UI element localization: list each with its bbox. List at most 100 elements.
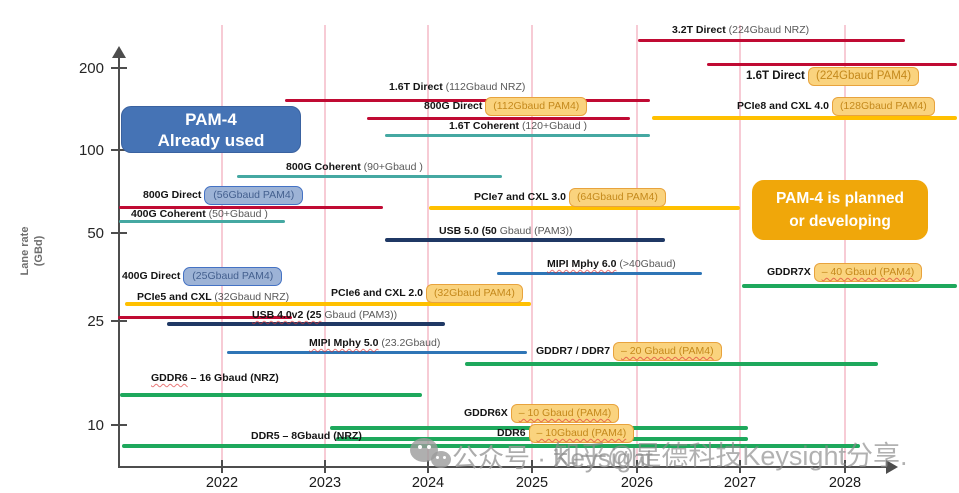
chart-line-pcie5-cxl-32-nrz — [125, 302, 420, 306]
label-text: PCIe6 and CXL 2.0 — [331, 287, 426, 299]
label-value-highlight: (56Gbaud PAM4) — [204, 186, 304, 205]
chart-line-mipi-mphy-6-0 — [497, 271, 702, 275]
line-label-gddr6x-10-pam4: GDDR6X – 10 Gbaud (PAM4) — [464, 404, 620, 423]
pam4-planned-line1: PAM-4 is planned — [775, 190, 905, 207]
label-value-highlight: – 20 Gbaud (PAM4) — [613, 342, 722, 361]
y-tick-label-10: 10 — [87, 417, 104, 434]
chart-line-3-2t-direct-224-nrz — [638, 38, 905, 42]
chart-line-800g-direct-56-pam4 — [119, 205, 383, 209]
label-text: DDR5 – 8Gbaud (NRZ) — [251, 430, 362, 442]
label-text: 800G Coherent — [286, 161, 364, 173]
label-text: DDR6 — [497, 427, 529, 439]
y-tick-label-50: 50 — [87, 225, 104, 242]
y-axis-title-line1: Lane rate — [19, 226, 31, 276]
chart-line-400g-direct-25-pam4 — [118, 315, 292, 319]
x-tick-label-2023: 2023 — [308, 475, 342, 491]
line-label-mipi-mphy-5-0: MIPI Mphy 5.0 (23.2Gbaud) — [309, 337, 440, 350]
pam4-already-used-line2: Already used — [157, 130, 265, 150]
label-text: Gbaud (PAM3)) — [321, 309, 398, 321]
label-value-highlight: (224Gbaud PAM4) — [808, 67, 920, 86]
line-label-usb-4-0v2-25-pam3: USB 4.0v2 (25 Gbaud (PAM3)) — [252, 309, 397, 322]
label-text: 1.6T Coherent — [449, 120, 522, 132]
line-label-3-2t-direct-224-nrz: 3.2T Direct (224Gbaud NRZ) — [672, 24, 809, 37]
x-tick-label-2026: 2026 — [620, 475, 654, 491]
label-value-highlight: (25Gbaud PAM4) — [183, 267, 283, 286]
label-value-highlight: (32Gbaud PAM4) — [425, 284, 523, 303]
chart-line-gddr7-ddr7-20-pam4 — [465, 362, 878, 366]
chart-line-pcie6-cxl2-32-pam4 — [322, 302, 531, 306]
line-label-800g-direct-112-pam4: 800G Direct (112Gbaud PAM4) — [424, 97, 588, 116]
x-tick-label-2025: 2025 — [515, 475, 549, 491]
chart-line-gddr6-16-nrz — [120, 393, 422, 397]
label-text: 400G Direct — [122, 270, 184, 282]
x-tick-2022 — [221, 460, 223, 473]
x-tick-label-2027: 2027 — [723, 475, 757, 491]
gridline-2027 — [739, 25, 741, 467]
label-text: 400G Coherent — [131, 208, 209, 220]
x-tick-2024 — [427, 460, 429, 473]
label-text: USB 5.0 (50 — [439, 225, 497, 237]
y-tick-label-200: 200 — [78, 60, 104, 77]
label-text: PCIe8 and CXL 4.0 — [737, 100, 832, 112]
label-text: MIPI Mphy 5.0 — [309, 337, 379, 349]
x-tick-2023 — [324, 460, 326, 473]
line-label-400g-direct-25-pam4: 400G Direct (25Gbaud PAM4) — [122, 267, 283, 286]
y-axis-title: Lane rate (GBd) — [18, 201, 48, 301]
y-tick-label-25: 25 — [87, 313, 104, 330]
line-label-gddr7-ddr7-20-pam4: GDDR7 / DDR7 – 20 Gbaud (PAM4) — [536, 342, 722, 361]
x-tick-label-2022: 2022 — [205, 475, 239, 491]
label-value-highlight: (112Gbaud PAM4) — [485, 97, 588, 116]
pam4-planned-line2: or developing — [789, 213, 891, 230]
label-text: (112Gbaud NRZ) — [445, 81, 526, 93]
label-text: (>40Gbaud) — [616, 258, 676, 270]
label-text: 800G Direct — [424, 100, 486, 112]
line-label-gddr7x-40-pam4: GDDR7X – 40 Gbaud (PAM4) — [767, 263, 923, 282]
y-tick-25 — [111, 320, 127, 322]
line-label-pcie6-cxl2-32-pam4: PCIe6 and CXL 2.0 (32Gbaud PAM4) — [331, 284, 523, 303]
line-label-800g-direct-56-pam4: 800G Direct (56Gbaud PAM4) — [143, 186, 304, 205]
line-label-gddr6-16-nrz: GDDR6 – 16 Gbaud (NRZ) — [151, 372, 279, 385]
label-value-highlight: – 10Gbaud (PAM4) — [528, 424, 635, 443]
label-value-highlight: – 10 Gbaud (PAM4) — [510, 404, 620, 423]
label-text: 3.2T Direct — [672, 24, 729, 36]
chart-line-usb-4-0v2-25-pam3 — [167, 322, 445, 326]
label-text: USB 4.0v2 (25 — [252, 309, 322, 321]
chart-line-800g-coherent-90 — [237, 174, 502, 178]
chart-line-ddr5-8-nrz — [122, 444, 860, 448]
x-axis — [118, 466, 888, 468]
y-tick-10 — [111, 424, 127, 426]
label-text: Gbaud (PAM3)) — [496, 225, 573, 237]
label-text: 800G Direct — [143, 189, 205, 201]
label-text: PCIe5 and CXL — [137, 291, 215, 303]
chart-line-1-6t-coherent-120 — [385, 133, 650, 137]
chart-line-pcie7-cxl3-64-pam4 — [429, 206, 740, 210]
gridline-2022 — [221, 25, 223, 467]
y-axis-arrow-icon — [112, 46, 126, 58]
chart-line-usb-5-0-50-pam3 — [385, 238, 665, 242]
line-label-800g-coherent-90: 800G Coherent (90+Gbaud ) — [286, 161, 423, 174]
x-tick-label-2024: 2024 — [411, 475, 445, 491]
y-tick-100 — [111, 149, 127, 151]
label-text: (32Gbaud NRZ) — [214, 291, 290, 303]
y-tick-label-100: 100 — [78, 142, 104, 159]
line-label-400g-coherent-50: 400G Coherent (50+Gbaud ) — [131, 208, 268, 221]
line-label-ddr5-8-nrz: DDR5 – 8Gbaud (NRZ) — [251, 430, 362, 443]
label-text: GDDR7X — [767, 266, 814, 278]
y-axis — [118, 58, 120, 467]
pam4-already-used-line1: PAM-4 — [185, 109, 237, 129]
chart-line-1-6t-direct-112-nrz — [285, 98, 650, 102]
x-tick-2027 — [739, 460, 741, 473]
x-tick-label-2028: 2028 — [828, 475, 862, 491]
chart-line-mipi-mphy-5-0 — [227, 350, 527, 354]
label-text: (23.2Gbaud) — [378, 337, 441, 349]
chart-line-1-6t-direct-224-pam4 — [707, 62, 957, 66]
label-text: GDDR6X — [464, 407, 511, 419]
gridline-2023 — [324, 25, 326, 467]
line-label-ddr6-10-pam4: DDR6 – 10Gbaud (PAM4) — [497, 424, 635, 443]
label-text: GDDR6 — [151, 372, 188, 384]
label-text: (120+Gbaud ) — [521, 120, 588, 132]
label-text: 1.6T Direct — [389, 81, 446, 93]
y-tick-200 — [111, 67, 127, 69]
gridline-2026 — [636, 25, 638, 467]
